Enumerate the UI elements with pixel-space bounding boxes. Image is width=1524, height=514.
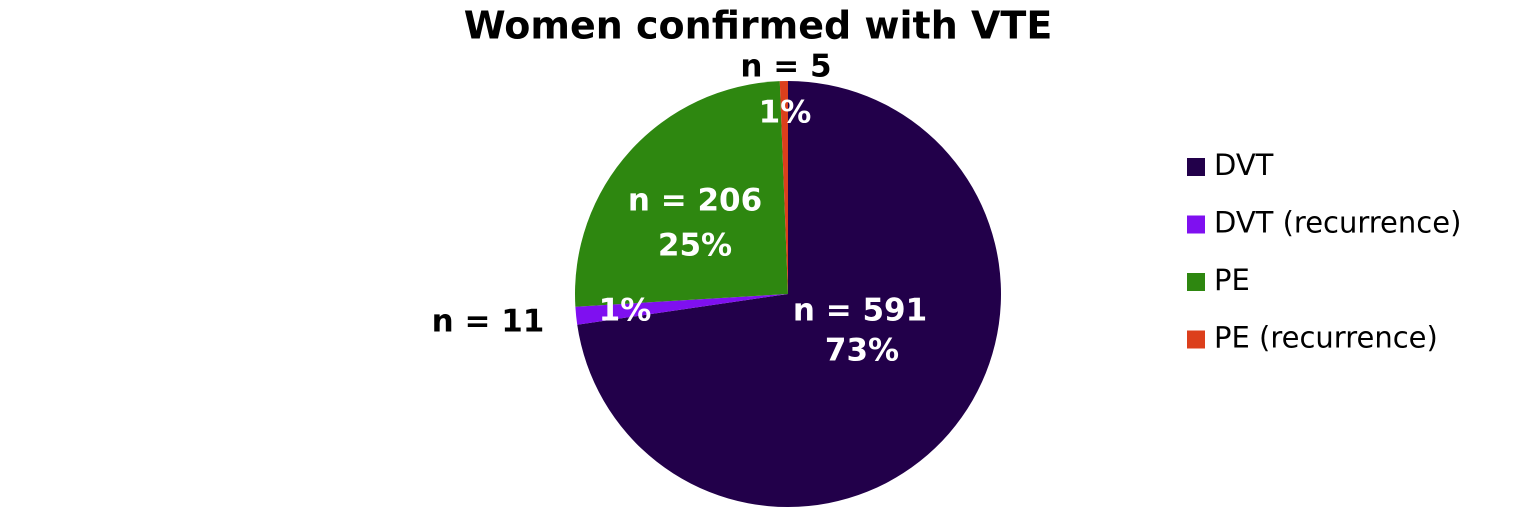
percent-label: 1% (759, 95, 812, 131)
count-label: n = 11 (432, 304, 545, 340)
chart-title: Women confirmed with VTE (464, 4, 1053, 48)
count-label: n = 591 (793, 293, 927, 329)
legend-label: DVT (recurrence) (1214, 206, 1461, 240)
percent-label: 1% (599, 293, 652, 329)
percent-label: 25% (658, 228, 732, 264)
pie-slice (577, 81, 1001, 507)
pie-slice (575, 81, 788, 307)
legend-label: DVT (1214, 148, 1274, 182)
legend-label: PE (1214, 263, 1250, 297)
percent-label: 73% (825, 333, 899, 369)
pie-slice (575, 294, 788, 325)
legend-label: PE (recurrence) (1214, 321, 1438, 355)
legend-swatch (1187, 215, 1205, 234)
count-label: n = 5 (740, 49, 831, 85)
count-label: n = 206 (628, 183, 762, 219)
legend-swatch (1187, 273, 1205, 291)
pie-slice (779, 81, 788, 294)
legend-swatch (1187, 158, 1205, 176)
legend-swatch (1187, 330, 1205, 349)
